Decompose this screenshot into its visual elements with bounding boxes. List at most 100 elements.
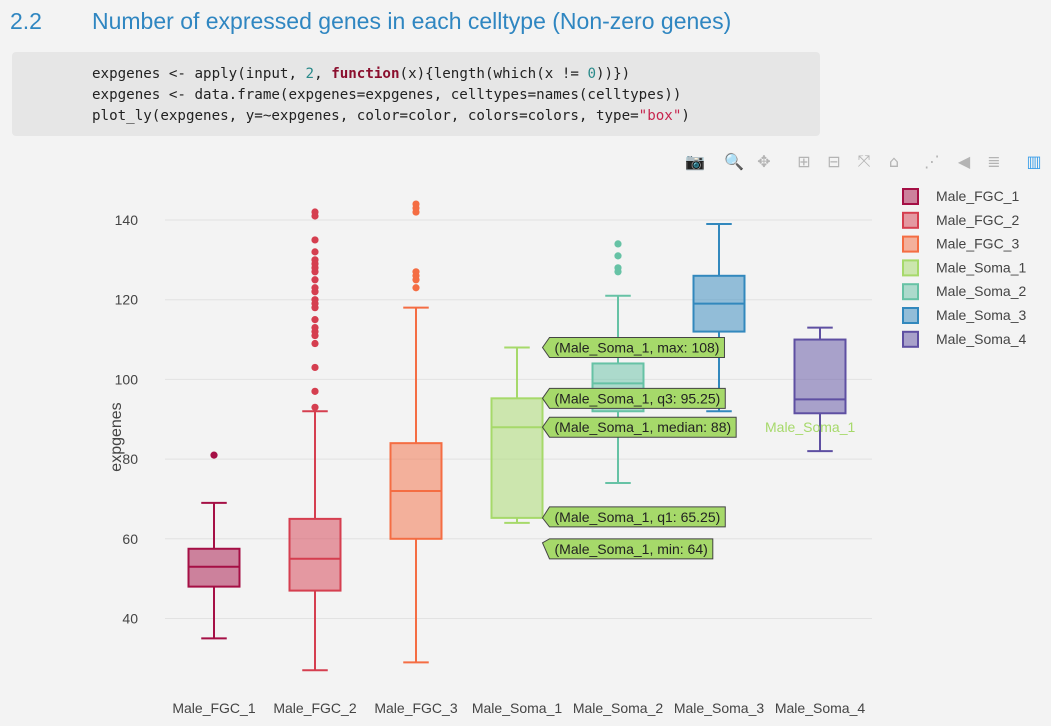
legend-item-label: Male_Soma_2 bbox=[936, 283, 1026, 299]
section-heading: 2.2 Number of expressed genes in each cel… bbox=[10, 8, 731, 35]
box-trace-male-fgc-3 bbox=[389, 200, 443, 664]
reset-axes-icon[interactable]: ⌂ bbox=[888, 151, 900, 171]
legend-swatch bbox=[902, 283, 919, 301]
hover-label-q1: (Male_Soma_1, q1: 65.25) bbox=[541, 506, 726, 528]
outlier-point bbox=[412, 268, 420, 276]
legend-swatch bbox=[902, 259, 919, 277]
x-tick-label: Male_Soma_1 bbox=[472, 700, 562, 716]
x-tick-label: Male_FGC_3 bbox=[374, 700, 457, 716]
box-iqr bbox=[288, 517, 342, 592]
section-title: Number of expressed genes in each cellty… bbox=[92, 8, 732, 34]
outlier-point bbox=[412, 200, 420, 208]
outlier-point bbox=[311, 403, 319, 411]
legend-swatch bbox=[902, 188, 919, 205]
zoom-out-icon[interactable]: ⊟ bbox=[827, 151, 841, 171]
legend-item-label: Male_Soma_1 bbox=[936, 259, 1026, 275]
legend-item-label: Male_FGC_2 bbox=[936, 212, 1019, 228]
hover-label-box bbox=[541, 416, 737, 438]
outlier-point bbox=[412, 284, 420, 292]
x-tick-label: Male_Soma_3 bbox=[674, 700, 764, 716]
section-number: 2.2 bbox=[10, 8, 42, 34]
x-tick-label: Male_FGC_1 bbox=[172, 700, 255, 716]
box-trace-male-soma-2 bbox=[591, 240, 645, 485]
box-iqr bbox=[490, 397, 544, 519]
hover-label-max: (Male_Soma_1, max: 108) bbox=[541, 337, 725, 359]
autoscale-icon[interactable]: ⤧ bbox=[857, 151, 871, 170]
legend-item-label: Male_FGC_1 bbox=[936, 188, 1019, 204]
code-line-2: expgenes <- data.frame(expgenes=expgenes… bbox=[92, 87, 682, 103]
legend-swatch bbox=[902, 211, 919, 229]
hover-label-box bbox=[541, 538, 714, 560]
outlier-point bbox=[311, 339, 319, 348]
code-number: 2 bbox=[305, 66, 315, 82]
outlier-point bbox=[614, 252, 622, 260]
y-tick-label: 140 bbox=[115, 212, 139, 228]
box-trace-male-soma-1 bbox=[490, 346, 544, 524]
code-text: expgenes <- apply(input, bbox=[92, 66, 306, 82]
box-trace-male-soma-3 bbox=[692, 222, 746, 413]
x-tick-label: Male_FGC_2 bbox=[273, 700, 356, 716]
code-text: ) bbox=[681, 108, 690, 124]
hover-label-text: (Male_Soma_1, max: 108) bbox=[555, 340, 720, 356]
legend-swatch bbox=[902, 235, 919, 253]
outlier-point bbox=[210, 451, 218, 459]
code-text: , bbox=[314, 66, 332, 82]
code-line-3: plot_ly(expgenes, y=~expgenes, color=col… bbox=[92, 106, 820, 127]
y-tick-label: 80 bbox=[122, 451, 138, 467]
y-tick-label: 100 bbox=[115, 371, 139, 387]
legend-item-label: Male_FGC_3 bbox=[936, 236, 1019, 252]
outlier-point bbox=[311, 296, 319, 304]
box-trace-male-fgc-1 bbox=[187, 451, 241, 640]
hover-label-box bbox=[541, 387, 726, 409]
code-keyword: function bbox=[331, 66, 400, 82]
hover-label-text: (Male_Soma_1, q3: 95.25) bbox=[555, 390, 721, 406]
hover-label-text: (Male_Soma_1, median: 88) bbox=[555, 419, 732, 435]
outlier-point bbox=[614, 240, 622, 248]
box-trace-male-soma-4 bbox=[793, 326, 847, 453]
x-tick-label: Male_Soma_2 bbox=[573, 700, 663, 716]
hover-closest-icon[interactable]: ◀ bbox=[957, 151, 971, 171]
legend-item-label: Male_Soma_3 bbox=[936, 307, 1026, 323]
spike-lines-icon[interactable]: ⋰ bbox=[924, 151, 940, 171]
zoom-icon[interactable]: 🔍 bbox=[724, 151, 744, 171]
hover-label-text: (Male_Soma_1, q1: 65.25) bbox=[555, 509, 721, 525]
outlier-point bbox=[311, 387, 319, 395]
hover-trace-name: Male_Soma_1 bbox=[765, 419, 855, 435]
hover-label-median: (Male_Soma_1, median: 88) bbox=[541, 416, 737, 438]
code-number: 0 bbox=[587, 66, 596, 82]
x-tick-label: Male_Soma_4 bbox=[775, 700, 865, 716]
code-line-1: expgenes <- apply(input, 2, function(x){… bbox=[92, 64, 820, 85]
hover-label-min: (Male_Soma_1, min: 64) bbox=[541, 538, 714, 560]
box-trace-male-fgc-2 bbox=[288, 208, 342, 672]
plot-modebar: 📷 🔍 ✥ ⊞ ⊟ ⤧ ⌂ ⋰ ◀ ≣ ▥ bbox=[682, 150, 1048, 172]
y-tick-label: 60 bbox=[122, 531, 138, 547]
box-iqr bbox=[793, 338, 847, 415]
legend-swatch bbox=[902, 330, 919, 348]
outlier-point bbox=[311, 208, 319, 216]
hover-label-box bbox=[541, 506, 726, 528]
plotly-logo-icon[interactable]: ▥ bbox=[1026, 151, 1042, 171]
outlier-point bbox=[311, 363, 319, 372]
code-text: plot_ly(expgenes, y=~expgenes, color=col… bbox=[92, 108, 639, 124]
y-tick-label: 40 bbox=[122, 611, 138, 627]
outlier-point bbox=[311, 248, 319, 256]
code-block: expgenes <- apply(input, 2, function(x){… bbox=[12, 52, 820, 136]
legend-swatch bbox=[902, 307, 919, 324]
code-text: ))}) bbox=[596, 66, 631, 82]
outlier-point bbox=[614, 264, 622, 272]
hover-compare-icon[interactable]: ≣ bbox=[987, 151, 1001, 171]
camera-icon[interactable]: 📷 bbox=[685, 151, 705, 171]
outlier-point bbox=[311, 316, 319, 324]
code-text: (x){length(which(x != bbox=[399, 66, 588, 82]
pan-icon[interactable]: ✥ bbox=[757, 151, 771, 171]
hover-label-text: (Male_Soma_1, min: 64) bbox=[555, 541, 708, 557]
outlier-point bbox=[311, 256, 319, 264]
y-axis-title: expgenes bbox=[108, 402, 125, 471]
hover-label-box bbox=[541, 337, 725, 359]
outlier-point bbox=[311, 284, 319, 292]
outlier-point bbox=[311, 323, 319, 332]
zoom-in-icon[interactable]: ⊞ bbox=[797, 151, 811, 171]
code-string: "box" bbox=[638, 108, 682, 124]
y-tick-label: 120 bbox=[115, 292, 139, 308]
